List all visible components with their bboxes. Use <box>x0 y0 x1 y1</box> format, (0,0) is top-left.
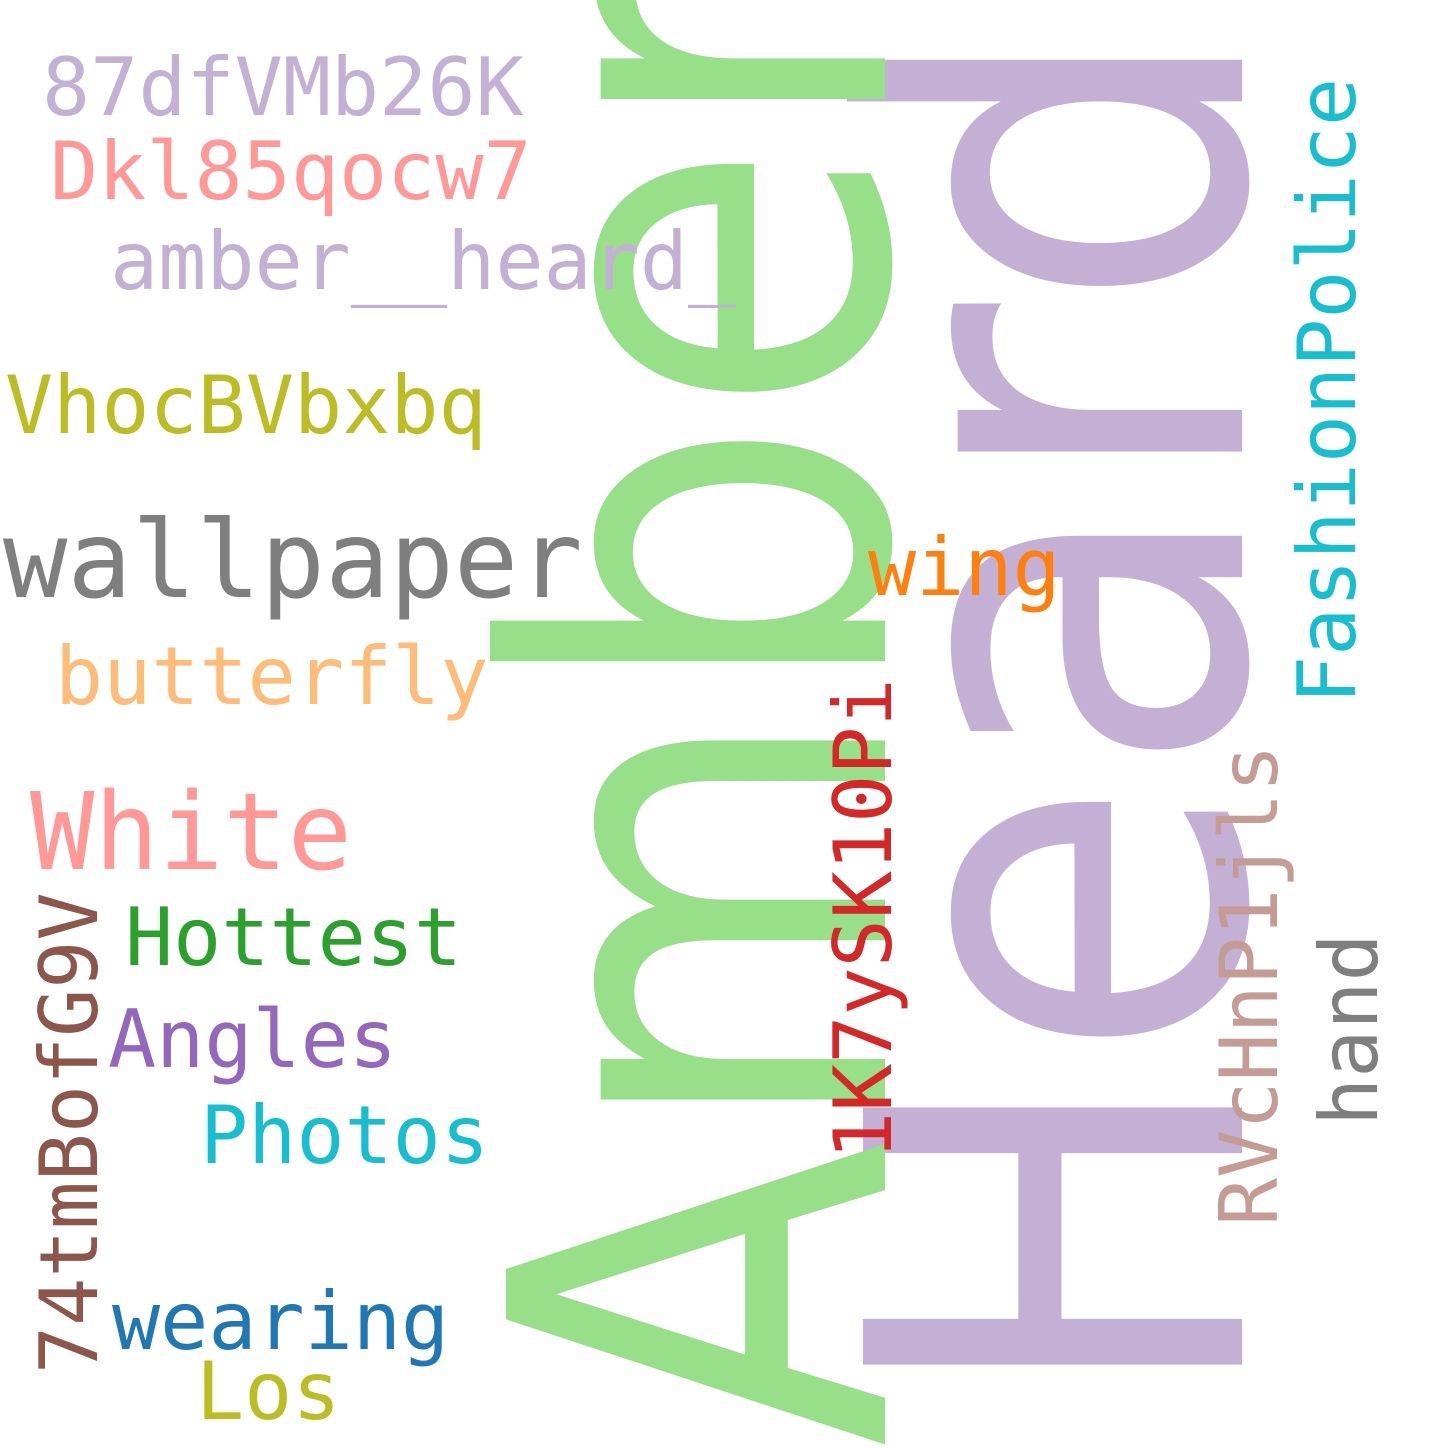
word-wearing: wearing <box>112 1275 450 1368</box>
word-angles: Angles <box>108 993 397 1086</box>
word-wing: wing <box>868 521 1061 614</box>
word-fashionpolice: FashionPolice <box>1281 77 1374 704</box>
word-87dfvmb26k: 87dfVMb26K <box>42 41 524 134</box>
word-1k7ysk10pi: 1K7ySK10Pi <box>817 678 910 1160</box>
word-los: Los <box>196 1345 341 1438</box>
word-butterfly: butterfly <box>55 630 489 723</box>
word-hand: hand <box>1303 933 1396 1126</box>
word-rvchnp1jls: RVcHnP1jls <box>1203 744 1296 1226</box>
word-amber-heard: amber__heard_ <box>110 215 737 308</box>
word-photos: Photos <box>200 1089 489 1182</box>
word-vhocbvbxbq: VhocBVbxbq <box>5 359 487 452</box>
word-white: White <box>30 771 353 895</box>
word-dkl85qocw7: Dkl85qocw7 <box>50 125 532 218</box>
word-hottest: Hottest <box>125 891 463 984</box>
word-74tmbofg9v: 74tmBofG9V <box>23 892 116 1374</box>
word-wallpaper: wallpaper <box>3 499 583 623</box>
